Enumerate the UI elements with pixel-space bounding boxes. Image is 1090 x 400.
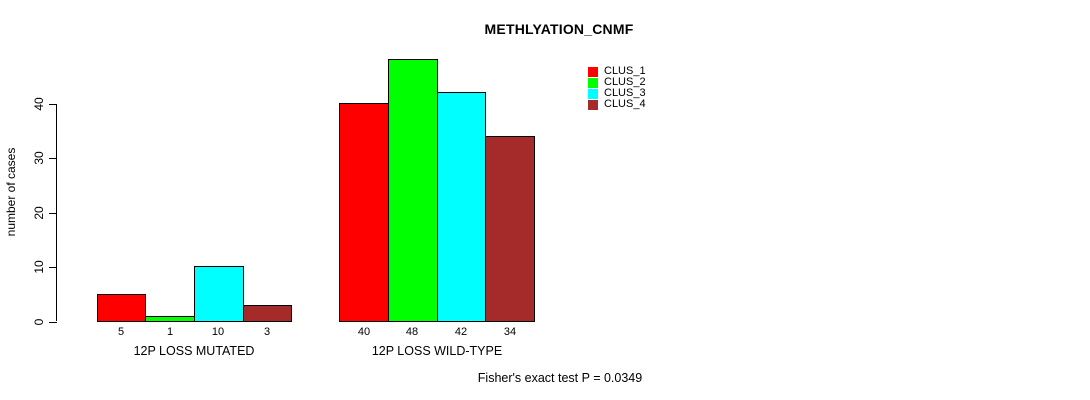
bar-clus_2-group2 — [388, 59, 438, 322]
bar-clus_3-group1 — [194, 266, 244, 322]
bar-clus_3-group2 — [437, 92, 486, 322]
bar-value-label: 34 — [503, 326, 517, 338]
x-category-label: 12P LOSS MUTATED — [133, 344, 255, 358]
stat-annotation: Fisher's exact test P = 0.0349 — [477, 371, 643, 385]
bar-clus_1-group2 — [339, 103, 389, 322]
bar-value-label: 42 — [454, 326, 468, 338]
y-tick-mark — [49, 104, 57, 105]
legend-label: CLUS_3 — [604, 87, 646, 99]
bar-value-label: 3 — [263, 326, 271, 338]
legend-label: CLUS_1 — [604, 65, 646, 77]
bar-clus_4-group1 — [243, 305, 292, 322]
y-tick-label: 40 — [32, 97, 46, 111]
x-category-label: 12P LOSS WILD-TYPE — [371, 344, 503, 358]
bar-clus_4-group2 — [485, 136, 535, 322]
legend-swatch-clus_2 — [588, 77, 598, 88]
legend: CLUS_1 CLUS_2 CLUS_3 CLUS_4 — [588, 66, 646, 110]
legend-row: CLUS_4 — [588, 99, 646, 110]
y-tick-mark — [49, 267, 57, 268]
y-tick-mark — [49, 322, 57, 323]
bar-value-label: 40 — [357, 326, 371, 338]
bar-clus_2-group1 — [145, 316, 195, 322]
y-tick-label: 20 — [32, 206, 46, 220]
legend-swatch-clus_3 — [588, 88, 598, 99]
bar-value-label: 5 — [117, 326, 125, 338]
y-axis-line — [56, 104, 57, 321]
legend-label: CLUS_2 — [604, 76, 646, 88]
y-tick-label: 10 — [32, 260, 46, 274]
bar-clus_1-group1 — [97, 294, 146, 322]
chart-title: METHLYATION_CNMF — [484, 21, 634, 37]
bar-value-label: 1 — [166, 326, 174, 338]
y-tick-label: 30 — [32, 151, 46, 165]
legend-swatch-clus_4 — [588, 99, 598, 110]
y-tick-mark — [49, 158, 57, 159]
legend-row: CLUS_3 — [588, 88, 646, 99]
legend-row: CLUS_1 — [588, 66, 646, 77]
bar-value-label: 10 — [211, 326, 225, 338]
legend-row: CLUS_2 — [588, 77, 646, 88]
y-axis-title: number of cases — [4, 147, 18, 237]
legend-label: CLUS_4 — [604, 98, 646, 110]
y-tick-label: 0 — [32, 318, 46, 326]
y-tick-mark — [49, 213, 57, 214]
bar-value-label: 48 — [405, 326, 419, 338]
legend-swatch-clus_1 — [588, 66, 598, 77]
